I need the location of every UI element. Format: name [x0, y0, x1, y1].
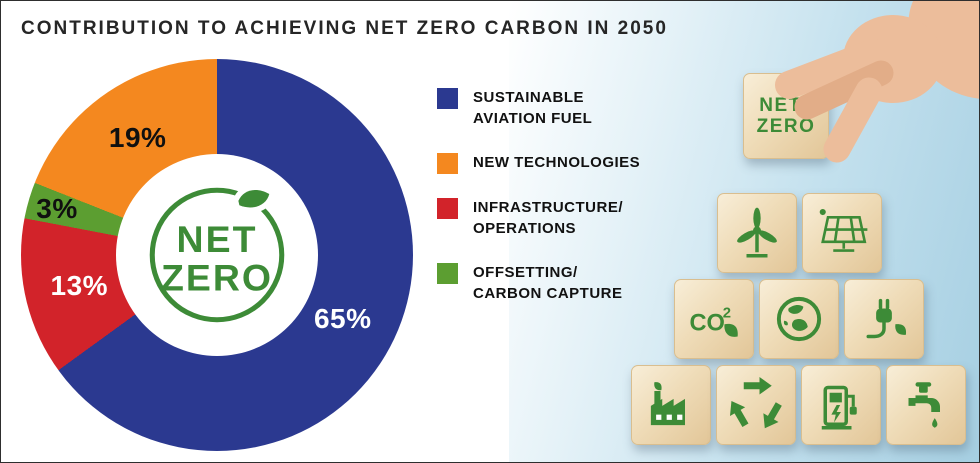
wooden-block-wind-turbine	[717, 193, 797, 273]
electric-plug-icon	[866, 298, 907, 339]
logo-circle	[149, 187, 285, 323]
logo-net-text: NET	[177, 218, 258, 260]
wooden-block-eco-factory	[631, 365, 711, 445]
co2-leaf-icon: CO2	[690, 305, 738, 337]
wind-turbine-icon	[737, 207, 777, 258]
donut-center: NET ZERO	[116, 154, 318, 356]
slice-label-sustainable-aviation-fuel: 65%	[313, 303, 372, 335]
earth-globe-icon	[776, 296, 822, 342]
legend-item-new-technologies: NEW TECHNOLOGIES	[437, 152, 640, 174]
net-text: NET	[759, 94, 802, 116]
svg-text:CO: CO	[690, 310, 725, 336]
wooden-block-earth-globe	[759, 279, 839, 359]
chart-legend: SUSTAINABLE AVIATION FUEL NEW TECHNOLOGIE…	[437, 87, 640, 327]
ev-charger-icon	[821, 385, 857, 430]
wooden-block-ev-charger	[801, 365, 881, 445]
legend-item-infrastructure-operations: INFRASTRUCTURE/ OPERATIONS	[437, 197, 640, 239]
held-block-line1: NET	[759, 94, 815, 116]
leaf-icon	[232, 184, 276, 214]
legend-swatch	[437, 153, 458, 174]
eco-factory-icon	[650, 382, 685, 426]
legend-swatch	[437, 198, 458, 219]
wooden-block-water-tap	[886, 365, 966, 445]
wooden-block-recycle	[716, 365, 796, 445]
svg-text:2: 2	[723, 305, 731, 321]
legend-swatch	[437, 263, 458, 284]
legend-label: OFFSETTING/ CARBON CAPTURE	[473, 264, 623, 302]
slice-label-infrastructure-operations: 13%	[50, 269, 109, 301]
slice-label-offsetting-carbon-capture: 3%	[36, 192, 78, 224]
solar-panel-icon	[819, 208, 868, 252]
legend-item-sustainable-aviation-fuel: SUSTAINABLE AVIATION FUEL	[437, 87, 640, 129]
water-tap-icon	[908, 382, 940, 428]
legend-swatch	[437, 88, 458, 109]
recycle-icon	[730, 377, 782, 429]
legend-label: SUSTAINABLE AVIATION FUEL	[473, 89, 593, 127]
net-zero-logo: NET ZERO	[149, 184, 285, 323]
wooden-block-co2-leaf: CO 2	[674, 279, 754, 359]
page-title: CONTRIBUTION TO ACHIEVING NET ZERO CARBO…	[21, 18, 668, 39]
zero-text: ZERO	[756, 115, 816, 137]
wooden-block-solar-panel	[802, 193, 882, 273]
donut-chart: NET ZERO 65% 13% 3% 19%	[21, 59, 413, 451]
logo-zero-text: ZERO	[161, 256, 273, 298]
wooden-block-electric-plug	[844, 279, 924, 359]
legend-item-offsetting-carbon-capture: OFFSETTING/ CARBON CAPTURE	[437, 262, 640, 304]
arm	[908, 1, 979, 99]
slice-label-new-technologies: 19%	[108, 122, 167, 154]
hand-image	[775, 1, 979, 163]
legend-label: INFRASTRUCTURE/ OPERATIONS	[473, 199, 623, 237]
index-finger	[775, 39, 887, 99]
thumb	[823, 77, 883, 163]
legend-label: NEW TECHNOLOGIES	[473, 154, 641, 171]
